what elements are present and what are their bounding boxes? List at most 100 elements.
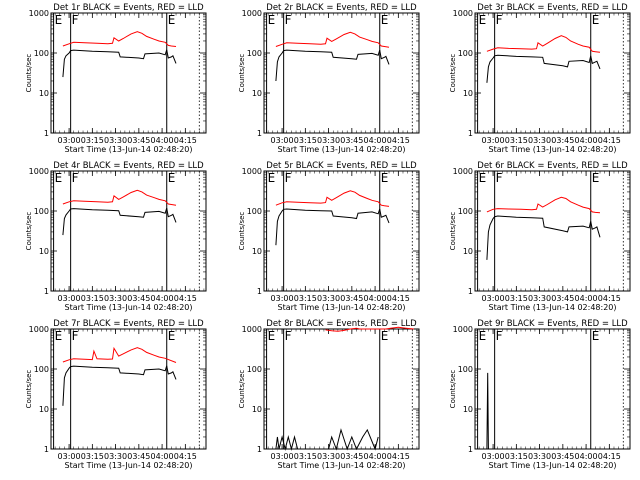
event-marker-label: F bbox=[72, 329, 79, 343]
y-tick-label: 100 bbox=[458, 365, 473, 374]
event-marker-label: F bbox=[72, 171, 79, 185]
x-tick-label: 04:00 bbox=[364, 294, 387, 303]
plot-frame bbox=[50, 12, 207, 134]
panel-title: Det 3r BLACK = Events, RED = LLD bbox=[477, 3, 628, 13]
x-axis-label: Start Time (13-Jun-14 02:48:20) bbox=[278, 461, 406, 470]
panel-title: Det 9r BLACK = Events, RED = LLD bbox=[477, 319, 628, 329]
x-tick-label: 03:30 bbox=[317, 294, 340, 303]
y-tick-label: 1000 bbox=[453, 167, 473, 176]
y-tick-label: 10 bbox=[463, 405, 473, 414]
x-tick-label: 03:15 bbox=[294, 452, 317, 461]
y-axis-label: Counts/sec bbox=[25, 370, 33, 409]
x-axis-label: Start Time (13-Jun-14 02:48:20) bbox=[65, 461, 193, 470]
lld-series-line bbox=[62, 31, 177, 47]
y-tick-label: 100 bbox=[34, 207, 49, 216]
lld-series-line bbox=[62, 189, 177, 206]
x-tick-label: 03:00 bbox=[482, 294, 505, 303]
x-tick-label: 03:30 bbox=[104, 452, 127, 461]
plot-frame bbox=[263, 12, 420, 134]
x-tick-label: 03:30 bbox=[104, 136, 127, 145]
y-tick-label: 10 bbox=[463, 89, 473, 98]
x-tick-label: 04:15 bbox=[174, 452, 197, 461]
event-marker-label: E bbox=[268, 171, 276, 185]
x-tick-label: 03:45 bbox=[127, 452, 150, 461]
x-tick-label: 03:00 bbox=[271, 294, 294, 303]
detector-panel: Det 3r BLACK = Events, RED = LLD 1 10 100 10… bbox=[449, 3, 631, 154]
x-tick-label: 04:15 bbox=[387, 136, 410, 145]
x-tick-label: 04:15 bbox=[174, 136, 197, 145]
x-tick-label: 04:15 bbox=[598, 294, 621, 303]
event-marker-label: E bbox=[268, 13, 276, 27]
x-tick-label: 04:15 bbox=[387, 294, 410, 303]
event-marker-label: E bbox=[592, 13, 600, 27]
y-axis-label: Counts/sec bbox=[238, 370, 246, 409]
y-tick-label: 10 bbox=[39, 89, 49, 98]
events-series-line bbox=[62, 49, 177, 78]
event-marker-label: E bbox=[55, 13, 63, 27]
lld-series-line bbox=[275, 190, 390, 207]
y-tick-label: 1000 bbox=[29, 9, 49, 18]
x-tick-label: 04:00 bbox=[575, 294, 598, 303]
panel-title: Det 4r BLACK = Events, RED = LLD bbox=[53, 161, 204, 171]
lld-series-line bbox=[325, 326, 414, 332]
event-marker-label: E bbox=[381, 171, 389, 185]
plot-frame bbox=[50, 328, 207, 450]
x-tick-label: 04:00 bbox=[364, 452, 387, 461]
plot-frame bbox=[474, 12, 631, 134]
x-axis-label: Start Time (13-Jun-14 02:48:20) bbox=[489, 145, 617, 154]
x-tick-label: 03:45 bbox=[340, 452, 363, 461]
x-tick-label: 04:00 bbox=[151, 136, 174, 145]
y-tick-label: 1000 bbox=[453, 9, 473, 18]
x-tick-label: 03:45 bbox=[340, 294, 363, 303]
plot-frame bbox=[474, 328, 631, 450]
x-tick-label: 04:00 bbox=[575, 136, 598, 145]
x-tick-label: 04:15 bbox=[387, 452, 410, 461]
events-series-line bbox=[275, 428, 379, 451]
panel-title: Det 2r BLACK = Events, RED = LLD bbox=[266, 3, 417, 13]
x-axis-label: Start Time (13-Jun-14 02:48:20) bbox=[489, 461, 617, 470]
event-marker-label: F bbox=[496, 171, 503, 185]
y-axis-label: Counts/sec bbox=[449, 370, 457, 409]
events-series-line bbox=[275, 49, 390, 82]
y-axis-label: Counts/sec bbox=[449, 212, 457, 251]
y-tick-label: 100 bbox=[247, 207, 262, 216]
x-tick-label: 03:30 bbox=[528, 294, 551, 303]
y-tick-label: 1 bbox=[44, 129, 49, 138]
x-axis-label: Start Time (13-Jun-14 02:48:20) bbox=[489, 303, 617, 312]
y-tick-label: 10 bbox=[252, 89, 262, 98]
x-tick-label: 03:30 bbox=[317, 452, 340, 461]
y-tick-label: 10 bbox=[252, 247, 262, 256]
x-tick-label: 03:00 bbox=[482, 452, 505, 461]
y-axis-label: Counts/sec bbox=[25, 212, 33, 251]
x-tick-label: 03:30 bbox=[317, 136, 340, 145]
panel-title: Det 1r BLACK = Events, RED = LLD bbox=[53, 3, 204, 13]
detector-panel: Det 7r BLACK = Events, RED = LLD 1 10 100 10… bbox=[25, 319, 207, 470]
x-tick-label: 04:15 bbox=[174, 294, 197, 303]
x-axis-label: Start Time (13-Jun-14 02:48:20) bbox=[65, 145, 193, 154]
y-tick-label: 1 bbox=[468, 287, 473, 296]
x-tick-label: 03:15 bbox=[505, 294, 528, 303]
y-tick-label: 100 bbox=[458, 207, 473, 216]
y-tick-label: 1 bbox=[44, 287, 49, 296]
event-marker-label: E bbox=[592, 171, 600, 185]
x-tick-label: 03:30 bbox=[528, 452, 551, 461]
detector-panel: Det 9r BLACK = Events, RED = LLD 1 10 100 10… bbox=[449, 319, 631, 470]
y-tick-label: 100 bbox=[34, 365, 49, 374]
panel-title: Det 6r BLACK = Events, RED = LLD bbox=[477, 161, 628, 171]
x-tick-label: 04:00 bbox=[151, 294, 174, 303]
plot-frame bbox=[50, 170, 207, 292]
x-tick-label: 03:00 bbox=[271, 452, 294, 461]
y-tick-label: 1000 bbox=[453, 325, 473, 334]
y-tick-label: 1 bbox=[468, 445, 473, 454]
event-marker-label: E bbox=[268, 329, 276, 343]
event-marker-label: F bbox=[285, 171, 292, 185]
panel-title: Det 7r BLACK = Events, RED = LLD bbox=[53, 319, 204, 329]
y-tick-label: 1000 bbox=[242, 167, 262, 176]
event-marker-label: E bbox=[479, 171, 487, 185]
lld-series-line bbox=[486, 196, 601, 214]
x-tick-label: 03:45 bbox=[127, 136, 150, 145]
events-series-line bbox=[62, 365, 177, 406]
panel-title: Det 8r BLACK = Events, RED = LLD bbox=[266, 319, 417, 329]
lld-series-line bbox=[275, 31, 390, 48]
y-tick-label: 10 bbox=[463, 247, 473, 256]
